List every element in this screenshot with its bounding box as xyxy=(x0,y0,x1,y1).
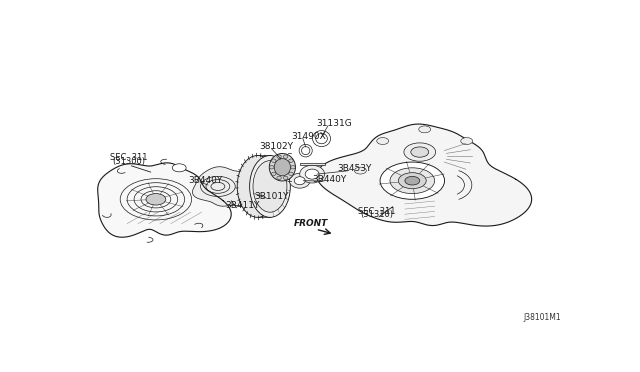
Ellipse shape xyxy=(277,155,282,158)
Circle shape xyxy=(377,138,388,144)
Ellipse shape xyxy=(271,172,276,176)
Ellipse shape xyxy=(237,155,278,217)
Ellipse shape xyxy=(269,166,274,169)
Ellipse shape xyxy=(284,176,288,180)
Circle shape xyxy=(405,176,420,185)
Ellipse shape xyxy=(269,154,296,181)
Ellipse shape xyxy=(277,176,282,180)
Text: 3B411Y: 3B411Y xyxy=(225,202,259,211)
Ellipse shape xyxy=(253,161,287,212)
Text: (31310): (31310) xyxy=(360,210,393,219)
Ellipse shape xyxy=(271,159,276,163)
Text: 3B453Y: 3B453Y xyxy=(337,164,371,173)
Polygon shape xyxy=(193,167,263,206)
Circle shape xyxy=(411,147,429,157)
Ellipse shape xyxy=(289,173,310,188)
Ellipse shape xyxy=(274,158,291,176)
Text: J38101M1: J38101M1 xyxy=(524,314,561,323)
Text: (31300): (31300) xyxy=(112,157,145,166)
Polygon shape xyxy=(98,163,231,237)
Circle shape xyxy=(172,164,186,172)
Text: FRONT: FRONT xyxy=(294,219,328,228)
Ellipse shape xyxy=(250,155,291,217)
Ellipse shape xyxy=(289,159,293,163)
Text: SEC. 311: SEC. 311 xyxy=(358,206,396,216)
Ellipse shape xyxy=(291,166,295,169)
Ellipse shape xyxy=(284,155,288,158)
Circle shape xyxy=(390,168,435,193)
Polygon shape xyxy=(317,124,532,226)
Ellipse shape xyxy=(289,172,293,176)
Circle shape xyxy=(146,193,166,205)
Circle shape xyxy=(380,162,445,199)
Text: 3B440Y: 3B440Y xyxy=(188,176,222,185)
Circle shape xyxy=(404,143,436,161)
Text: SEC. 311: SEC. 311 xyxy=(110,153,147,162)
Ellipse shape xyxy=(294,177,305,185)
Text: 3B101Y: 3B101Y xyxy=(255,192,289,201)
Circle shape xyxy=(419,126,431,133)
Circle shape xyxy=(355,167,366,174)
Ellipse shape xyxy=(305,169,319,179)
Text: 31131G: 31131G xyxy=(316,119,352,128)
Circle shape xyxy=(461,138,473,144)
Text: 38102Y: 38102Y xyxy=(260,142,294,151)
Polygon shape xyxy=(300,163,324,165)
Circle shape xyxy=(399,173,426,189)
Text: 3B440Y: 3B440Y xyxy=(312,174,346,183)
Ellipse shape xyxy=(300,165,324,183)
Text: 31490X: 31490X xyxy=(291,132,326,141)
